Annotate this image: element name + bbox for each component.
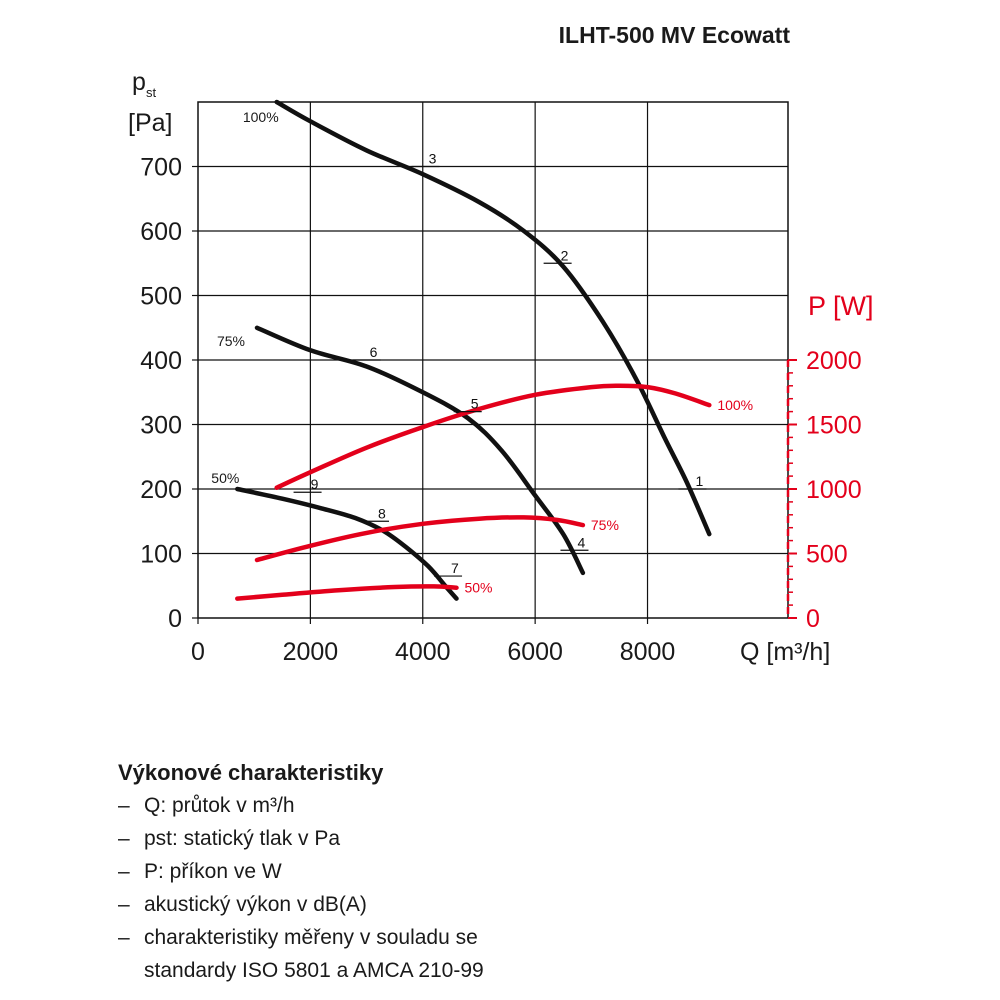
- x-tick-label: 2000: [283, 638, 339, 666]
- right-tick-label: 1000: [806, 476, 862, 504]
- power-curve-50pct: [235, 584, 459, 601]
- legend-text: pst: statický tlak v Pa: [144, 827, 341, 850]
- pressure-curve-50pct: [235, 486, 459, 601]
- series-speed-label: 100%: [243, 109, 279, 125]
- legend-bullet: –: [118, 827, 130, 850]
- point-label: 4: [577, 534, 585, 550]
- y-axis-unit: [Pa]: [128, 109, 172, 137]
- right-axis-label: P [W]: [808, 291, 874, 321]
- series-speed-label: 50%: [464, 580, 492, 596]
- x-tick-label: 0: [191, 638, 205, 666]
- y-tick-label: 300: [140, 412, 182, 440]
- right-tick-label: 2000: [806, 347, 862, 375]
- legend-bullet: –: [118, 860, 130, 883]
- series-speed-label: 100%: [717, 397, 753, 413]
- y-axis-label: p: [132, 68, 146, 96]
- legend-bullet: –: [118, 926, 130, 949]
- series-speed-label: 50%: [211, 470, 239, 486]
- pressure-curve-100pct: [274, 99, 712, 537]
- series-speed-label: 75%: [591, 517, 619, 533]
- legend-text: akustický výkon v dB(A): [144, 893, 367, 916]
- pressure-curve-75pct: [254, 325, 586, 576]
- legend-bullet: –: [118, 893, 130, 916]
- legend-item: standardy ISO 5801 a AMCA 210-99: [118, 954, 484, 987]
- x-tick-label: 6000: [507, 638, 563, 666]
- legend-heading: Výkonové charakteristiky: [118, 760, 384, 785]
- x-axis-label: Q [m³/h]: [740, 638, 830, 666]
- legend-text: standardy ISO 5801 a AMCA 210-99: [144, 959, 484, 982]
- point-label: 5: [471, 396, 479, 412]
- legend-text: charakteristiky měřeny v souladu se: [144, 926, 478, 949]
- legend-text: P: příkon ve W: [144, 860, 282, 883]
- y-tick-label: 500: [140, 283, 182, 311]
- legend-item: – Q: průtok v m³/h: [118, 789, 484, 822]
- legend: Výkonové charakteristiky – Q: průtok v m³…: [118, 756, 484, 987]
- y-tick-label: 700: [140, 154, 182, 182]
- legend-item: – P: příkon ve W: [118, 855, 484, 888]
- power-curve-100pct: [274, 383, 712, 490]
- point-label: 8: [378, 505, 386, 521]
- legend-bullet: –: [118, 794, 130, 817]
- series-speed-label: 75%: [217, 333, 245, 349]
- right-tick-label: 500: [806, 541, 848, 569]
- x-tick-label: 8000: [620, 638, 676, 666]
- y-tick-label: 100: [140, 541, 182, 569]
- x-tick-label: 4000: [395, 638, 451, 666]
- legend-text: Q: průtok v m³/h: [144, 794, 295, 817]
- point-label: 2: [561, 247, 569, 263]
- y-tick-label: 400: [140, 347, 182, 375]
- point-label: 9: [311, 476, 319, 492]
- legend-items: – Q: průtok v m³/h – pst: statický tlak v P…: [118, 789, 484, 987]
- point-label: 1: [695, 473, 703, 489]
- point-label: 3: [429, 151, 437, 167]
- legend-item: – pst: statický tlak v Pa: [118, 822, 484, 855]
- power-curve-75pct: [254, 515, 586, 563]
- right-tick-label: 1500: [806, 412, 862, 440]
- y-tick-label: 200: [140, 476, 182, 504]
- legend-item: – akustický výkon v dB(A): [118, 888, 484, 921]
- point-label: 7: [451, 560, 459, 576]
- y-tick-label: 600: [140, 218, 182, 246]
- legend-item: – charakteristiky měřeny v souladu se: [118, 921, 484, 954]
- chart-title: ILHT-500 MV Ecowatt: [558, 22, 790, 48]
- point-label: 6: [370, 344, 378, 360]
- right-tick-label: 0: [806, 605, 820, 633]
- y-tick-label: 0: [168, 605, 182, 633]
- y-axis-label-sub: st: [146, 85, 157, 100]
